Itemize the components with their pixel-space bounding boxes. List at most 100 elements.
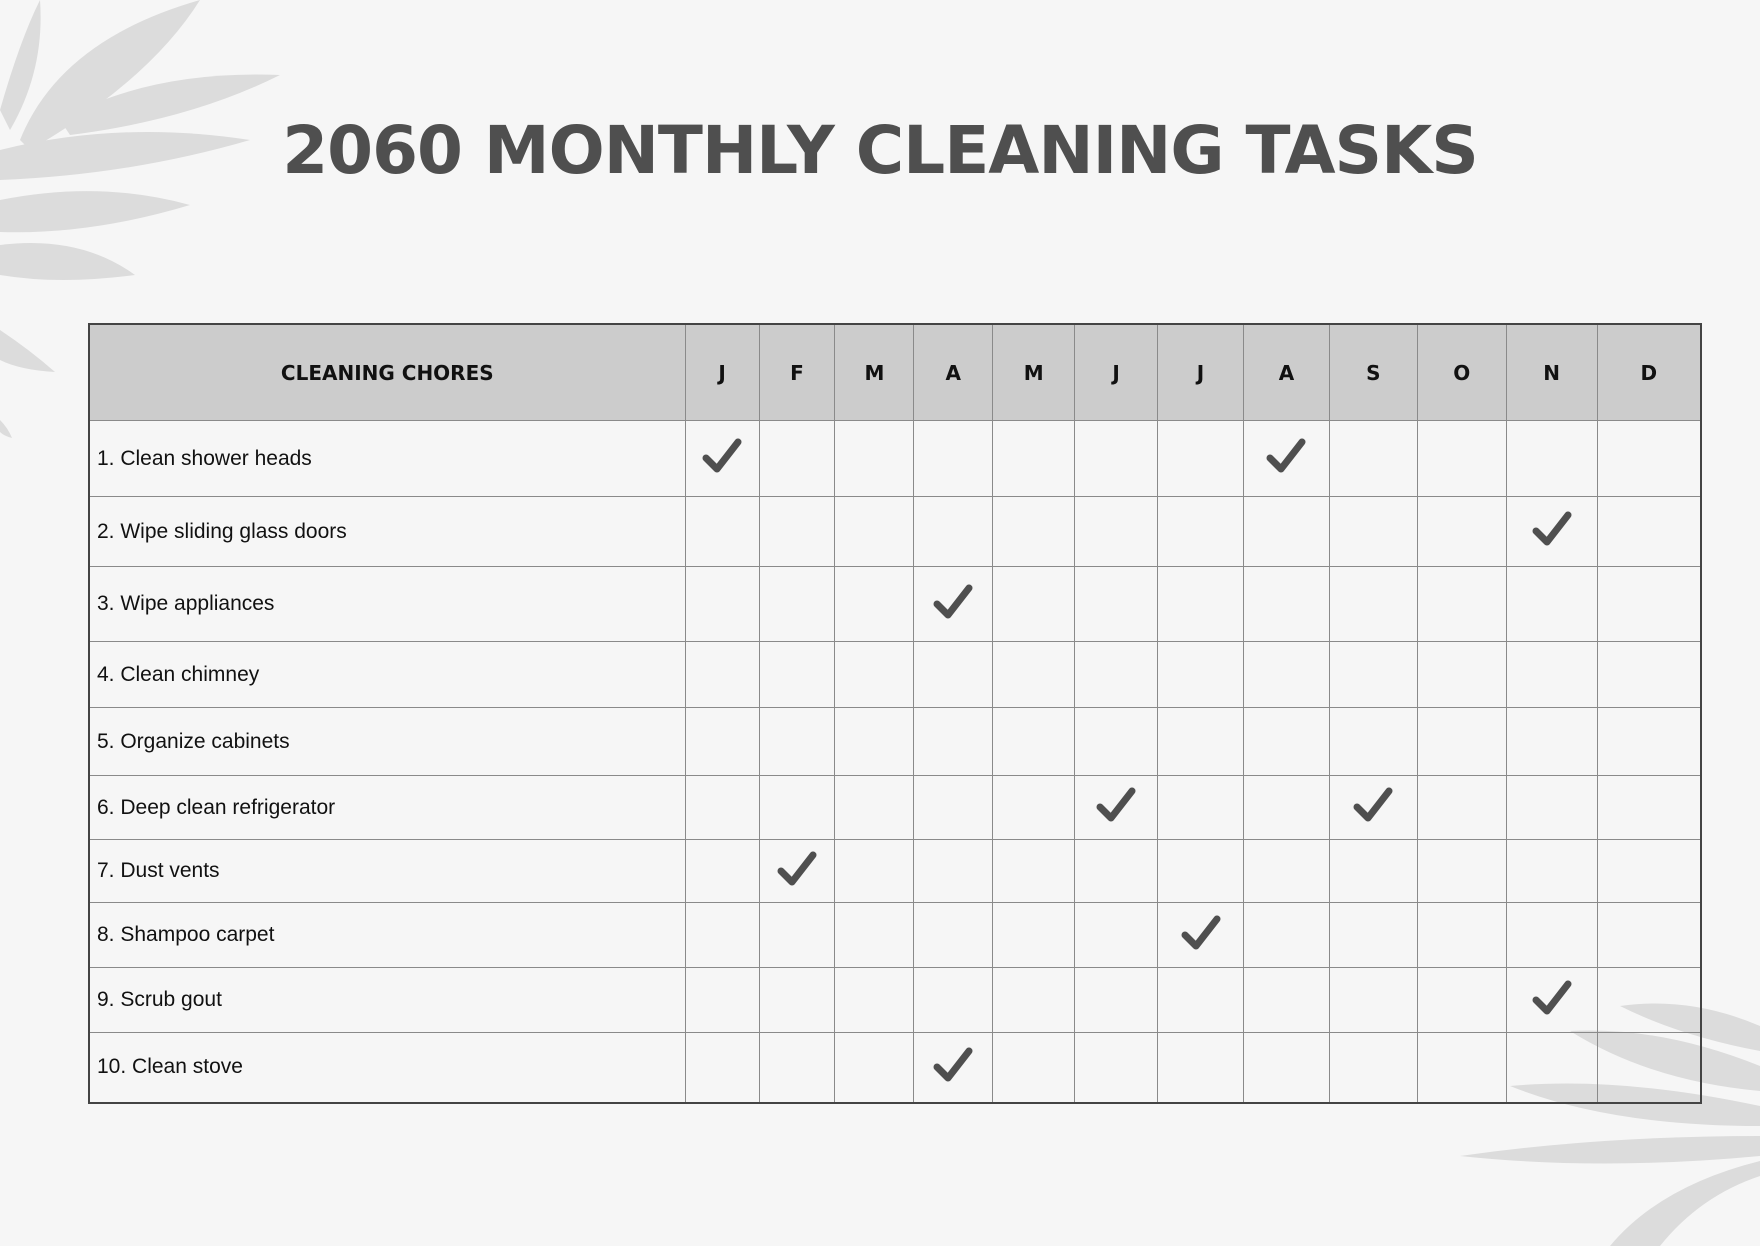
month-cell[interactable]: [1505, 775, 1598, 840]
month-cell[interactable]: [1328, 641, 1418, 708]
month-cell[interactable]: [758, 1032, 836, 1103]
month-cell[interactable]: [834, 641, 915, 708]
month-cell[interactable]: [1328, 839, 1418, 903]
month-cell[interactable]: [684, 496, 760, 567]
month-cell[interactable]: [1074, 1032, 1159, 1103]
month-cell[interactable]: [992, 1032, 1076, 1103]
month-cell[interactable]: [1505, 420, 1598, 497]
month-cell[interactable]: [1157, 707, 1244, 776]
month-cell[interactable]: [1505, 1032, 1598, 1103]
month-cell[interactable]: [1242, 420, 1330, 497]
month-cell[interactable]: [1416, 641, 1507, 708]
month-cell[interactable]: [1242, 967, 1330, 1033]
month-cell[interactable]: [1157, 566, 1244, 642]
month-cell[interactable]: [913, 496, 994, 567]
month-cell[interactable]: [1416, 839, 1507, 903]
month-cell[interactable]: [834, 967, 915, 1033]
month-cell[interactable]: [1416, 420, 1507, 497]
month-cell[interactable]: [1416, 496, 1507, 567]
month-cell[interactable]: [1242, 775, 1330, 840]
month-cell[interactable]: [1596, 496, 1702, 567]
month-cell[interactable]: [1416, 967, 1507, 1033]
month-cell[interactable]: [684, 420, 760, 497]
month-cell[interactable]: [913, 839, 994, 903]
month-cell[interactable]: [1505, 902, 1598, 968]
month-cell[interactable]: [1157, 641, 1244, 708]
month-cell[interactable]: [1157, 420, 1244, 497]
month-cell[interactable]: [1074, 566, 1159, 642]
month-cell[interactable]: [1328, 902, 1418, 968]
month-cell[interactable]: [1505, 566, 1598, 642]
month-cell[interactable]: [913, 707, 994, 776]
month-cell[interactable]: [834, 420, 915, 497]
month-cell[interactable]: [1157, 839, 1244, 903]
month-cell[interactable]: [1074, 420, 1159, 497]
month-cell[interactable]: [913, 1032, 994, 1103]
month-cell[interactable]: [992, 967, 1076, 1033]
month-cell[interactable]: [1596, 839, 1702, 903]
month-cell[interactable]: [1242, 496, 1330, 567]
month-cell[interactable]: [1505, 707, 1598, 776]
month-cell[interactable]: [834, 707, 915, 776]
month-cell[interactable]: [1157, 496, 1244, 567]
month-cell[interactable]: [1416, 707, 1507, 776]
month-cell[interactable]: [992, 775, 1076, 840]
month-cell[interactable]: [1328, 1032, 1418, 1103]
month-cell[interactable]: [834, 1032, 915, 1103]
month-cell[interactable]: [1074, 775, 1159, 840]
month-cell[interactable]: [1505, 967, 1598, 1033]
month-cell[interactable]: [758, 967, 836, 1033]
month-cell[interactable]: [1328, 775, 1418, 840]
month-cell[interactable]: [758, 566, 836, 642]
month-cell[interactable]: [684, 1032, 760, 1103]
month-cell[interactable]: [992, 566, 1076, 642]
month-cell[interactable]: [758, 839, 836, 903]
month-cell[interactable]: [684, 967, 760, 1033]
month-cell[interactable]: [684, 641, 760, 708]
month-cell[interactable]: [684, 775, 760, 840]
month-cell[interactable]: [1596, 707, 1702, 776]
month-cell[interactable]: [1242, 839, 1330, 903]
month-cell[interactable]: [1596, 566, 1702, 642]
month-cell[interactable]: [913, 902, 994, 968]
month-cell[interactable]: [1328, 420, 1418, 497]
month-cell[interactable]: [913, 420, 994, 497]
month-cell[interactable]: [758, 902, 836, 968]
month-cell[interactable]: [1242, 566, 1330, 642]
month-cell[interactable]: [684, 566, 760, 642]
month-cell[interactable]: [1074, 967, 1159, 1033]
month-cell[interactable]: [913, 967, 994, 1033]
month-cell[interactable]: [1242, 902, 1330, 968]
month-cell[interactable]: [1242, 641, 1330, 708]
month-cell[interactable]: [834, 775, 915, 840]
month-cell[interactable]: [1416, 1032, 1507, 1103]
month-cell[interactable]: [1328, 967, 1418, 1033]
month-cell[interactable]: [1596, 902, 1702, 968]
month-cell[interactable]: [1074, 902, 1159, 968]
month-cell[interactable]: [758, 420, 836, 497]
month-cell[interactable]: [758, 641, 836, 708]
month-cell[interactable]: [1074, 496, 1159, 567]
month-cell[interactable]: [1328, 496, 1418, 567]
month-cell[interactable]: [1328, 707, 1418, 776]
month-cell[interactable]: [1074, 641, 1159, 708]
month-cell[interactable]: [1596, 775, 1702, 840]
month-cell[interactable]: [992, 902, 1076, 968]
month-cell[interactable]: [1157, 1032, 1244, 1103]
month-cell[interactable]: [1416, 775, 1507, 840]
month-cell[interactable]: [1505, 641, 1598, 708]
month-cell[interactable]: [913, 641, 994, 708]
month-cell[interactable]: [992, 707, 1076, 776]
month-cell[interactable]: [992, 641, 1076, 708]
month-cell[interactable]: [684, 902, 760, 968]
month-cell[interactable]: [913, 566, 994, 642]
month-cell[interactable]: [1416, 902, 1507, 968]
month-cell[interactable]: [1328, 566, 1418, 642]
month-cell[interactable]: [1157, 775, 1244, 840]
month-cell[interactable]: [1074, 707, 1159, 776]
month-cell[interactable]: [1157, 967, 1244, 1033]
month-cell[interactable]: [1242, 707, 1330, 776]
month-cell[interactable]: [1596, 420, 1702, 497]
month-cell[interactable]: [1505, 839, 1598, 903]
month-cell[interactable]: [1242, 1032, 1330, 1103]
